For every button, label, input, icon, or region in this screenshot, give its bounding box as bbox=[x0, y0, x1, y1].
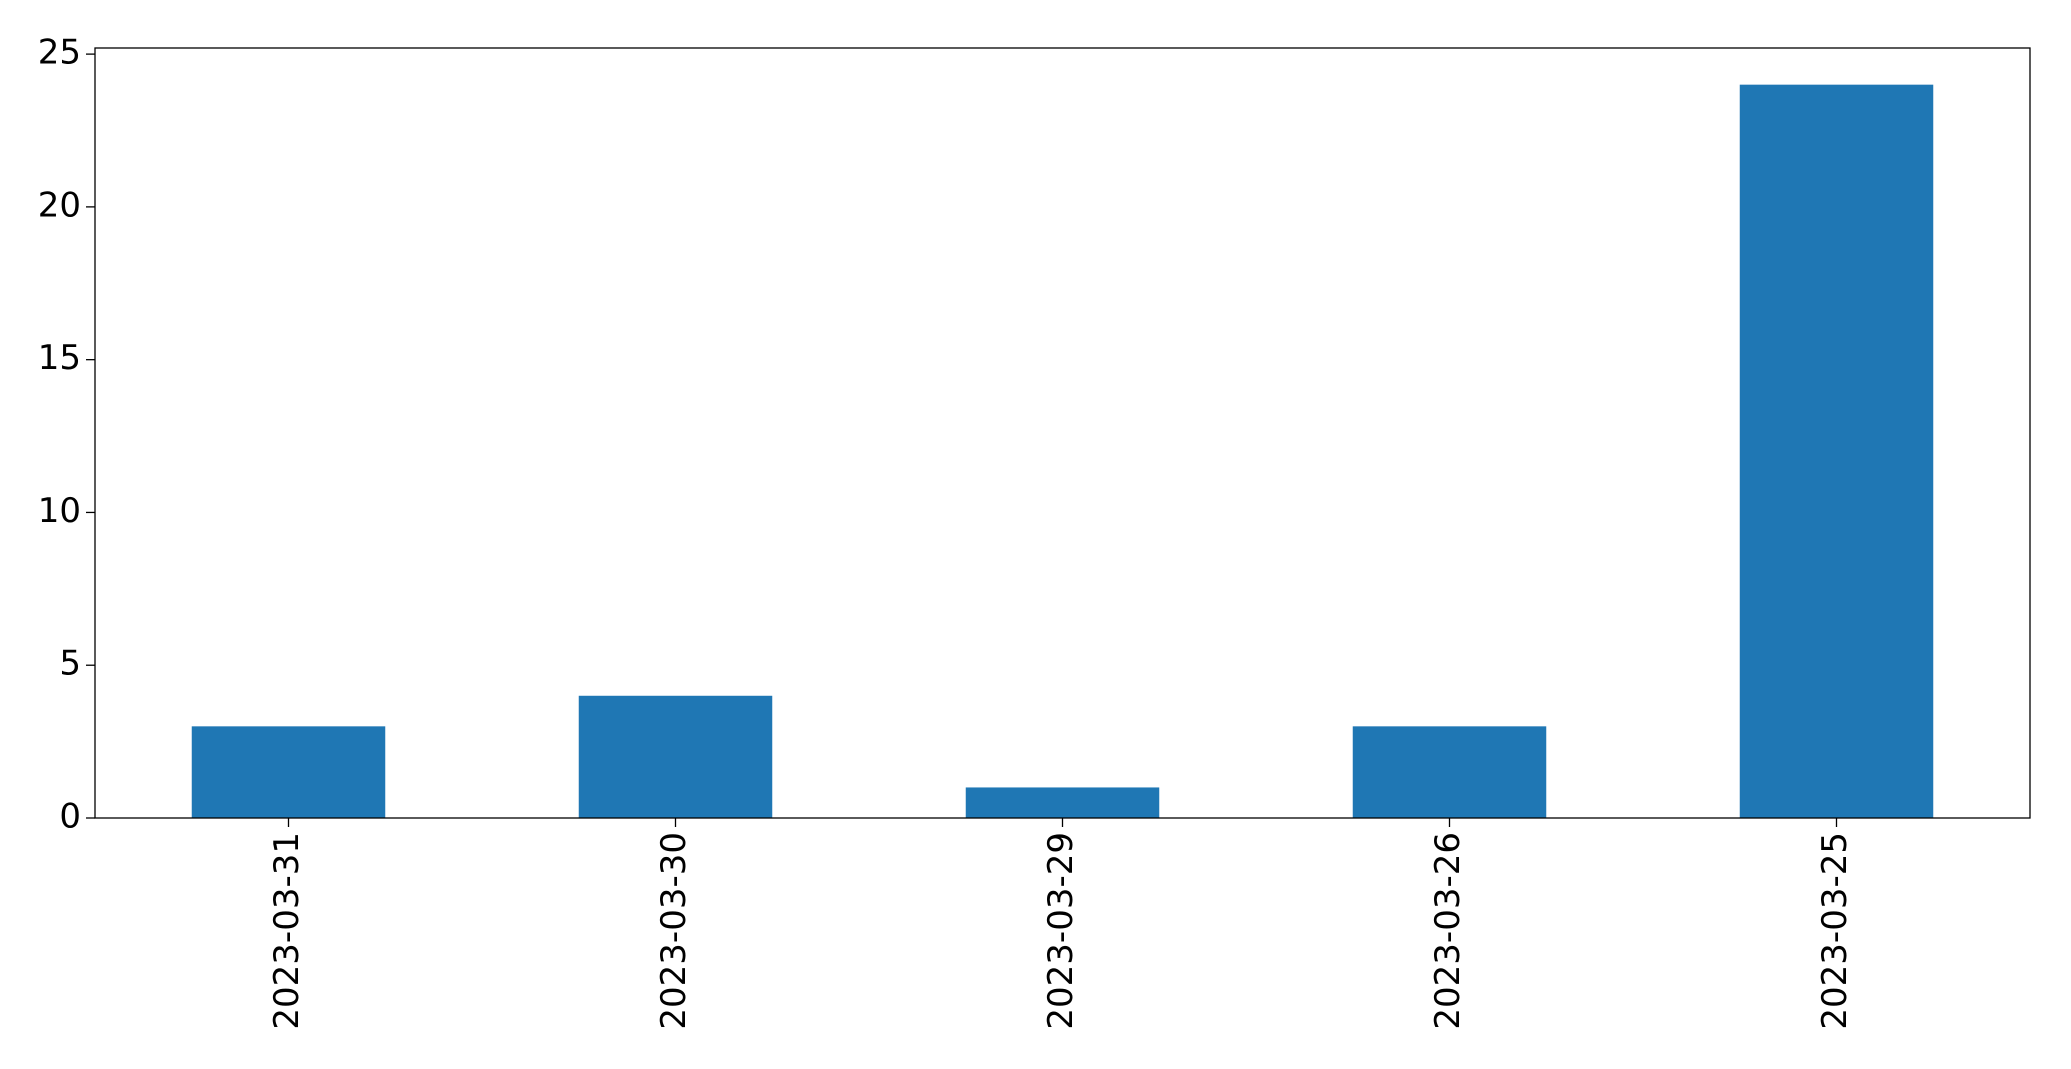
bar bbox=[578, 695, 773, 818]
x-tick-label: 2023-03-31 bbox=[267, 832, 307, 1030]
bar bbox=[1739, 84, 1934, 818]
y-tick-label: 25 bbox=[38, 33, 81, 73]
y-tick-label: 0 bbox=[59, 797, 81, 837]
x-tick-label: 2023-03-26 bbox=[1428, 832, 1468, 1030]
bar bbox=[965, 787, 1160, 818]
x-tick-label: 2023-03-29 bbox=[1041, 832, 1081, 1030]
y-tick-label: 5 bbox=[59, 644, 81, 684]
y-tick-label: 15 bbox=[38, 338, 81, 378]
bar bbox=[191, 726, 386, 818]
plot-frame bbox=[94, 47, 2031, 819]
y-tick-label: 10 bbox=[38, 491, 81, 531]
x-tick-label: 2023-03-25 bbox=[1815, 832, 1855, 1030]
bar bbox=[1352, 726, 1547, 818]
y-tick-label: 20 bbox=[38, 185, 81, 225]
x-tick-label: 2023-03-30 bbox=[654, 832, 694, 1030]
